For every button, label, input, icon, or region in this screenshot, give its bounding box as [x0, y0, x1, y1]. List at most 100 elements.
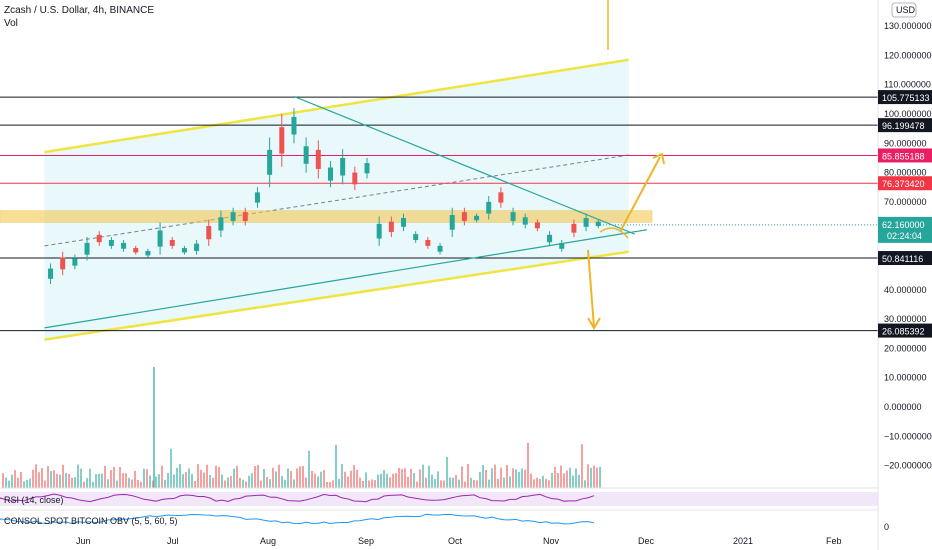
candle: [145, 250, 151, 256]
volume-bar: [206, 464, 208, 488]
x-tick-label: Nov: [543, 536, 560, 546]
candle: [449, 215, 455, 230]
volume-bar: [581, 444, 583, 488]
candle: [534, 222, 540, 229]
volume-bar: [188, 468, 190, 488]
candle: [522, 217, 528, 225]
volume-bar: [62, 464, 64, 488]
volume-bar: [473, 479, 475, 488]
volume-bar: [599, 466, 601, 488]
volume-bar: [407, 476, 409, 488]
volume-bar: [107, 479, 109, 488]
volume-bar: [329, 481, 331, 488]
volume-bar: [311, 470, 313, 488]
level-tag-label: 85.855188: [882, 151, 925, 161]
obv-line: [0, 513, 595, 525]
candle: [60, 257, 66, 270]
volume-bar: [476, 480, 478, 488]
candle: [461, 212, 467, 221]
candle: [559, 242, 565, 249]
volume-bar: [56, 473, 58, 488]
volume-bar: [164, 479, 166, 488]
volume-bar: [239, 477, 241, 488]
volume-bar: [269, 479, 271, 488]
volume-bar: [572, 475, 574, 488]
volume-bar: [101, 473, 103, 488]
candle: [303, 146, 309, 164]
volume-bar: [140, 481, 142, 488]
volume-bar: [155, 476, 157, 488]
volume-bar: [518, 471, 520, 488]
volume-bar: [89, 468, 91, 488]
x-tick-label: Feb: [826, 536, 842, 546]
volume-bar: [284, 479, 286, 488]
candle: [72, 258, 78, 266]
volume-bar: [218, 467, 220, 488]
volume-bar: [287, 468, 289, 488]
volume-bar: [149, 475, 151, 488]
candle: [547, 234, 553, 243]
x-tick-label: 2021: [733, 536, 753, 546]
volume-bar: [569, 467, 571, 488]
volume-bar: [341, 464, 343, 488]
candle: [157, 230, 163, 247]
volume-bar: [575, 468, 577, 488]
volume-bar: [401, 468, 403, 488]
volume-bar: [533, 479, 535, 488]
volume-bar: [173, 474, 175, 488]
volume-bar: [254, 466, 256, 488]
y-tick-label: 20.000000: [884, 343, 927, 353]
candle: [437, 245, 443, 252]
trendline: [44, 229, 648, 329]
volume-bar: [35, 464, 37, 488]
volume-bar: [209, 474, 211, 488]
volume-bar: [389, 477, 391, 488]
level-tag-label: 96.199478: [882, 121, 925, 131]
candle: [230, 212, 236, 221]
volume-bar: [131, 479, 133, 488]
countdown-label: 02:24:04: [887, 231, 922, 241]
volume-bar: [515, 469, 517, 488]
arrow-up-right: [619, 152, 665, 233]
level-tag-label: 105.775133: [882, 93, 930, 103]
volume-bar: [92, 481, 94, 488]
volume-bar: [377, 474, 379, 488]
candle: [388, 221, 394, 232]
volume-bar: [452, 477, 454, 488]
y-tick-label: −10.000000: [884, 431, 932, 441]
volume-bar: [293, 479, 295, 488]
volume-bar: [431, 474, 433, 488]
volume-bar: [170, 448, 172, 488]
level-tag: [878, 148, 932, 163]
volume-bar: [554, 466, 556, 488]
volume-bar: [371, 479, 373, 488]
currency-badge-label: USD: [896, 5, 916, 15]
currency-badge[interactable]: [891, 2, 917, 18]
volume-bar: [500, 467, 502, 488]
volume-bar: [134, 470, 136, 488]
candle: [108, 239, 114, 246]
volume-bar: [527, 442, 529, 488]
volume-bar: [335, 444, 337, 488]
candle: [48, 268, 54, 279]
volume-bar: [236, 465, 238, 488]
rsi-line: [0, 493, 595, 503]
volume-bar: [146, 469, 148, 488]
y-tick-label: 70.000000: [884, 197, 927, 207]
volume-bar: [491, 468, 493, 488]
volume-bar: [326, 481, 328, 488]
candle: [181, 248, 187, 253]
volume-bar: [5, 477, 7, 488]
volume-bar: [434, 478, 436, 488]
volume-bar: [197, 464, 199, 488]
obv-axis-value: 0: [884, 522, 889, 532]
volume-bar: [587, 464, 589, 488]
volume-bar: [122, 473, 124, 488]
volume-bar: [470, 477, 472, 488]
volume-bar: [215, 465, 217, 488]
level-tag: [878, 90, 932, 105]
volume-bar: [344, 471, 346, 488]
volume-bar: [182, 474, 184, 488]
volume-bar: [590, 467, 592, 488]
